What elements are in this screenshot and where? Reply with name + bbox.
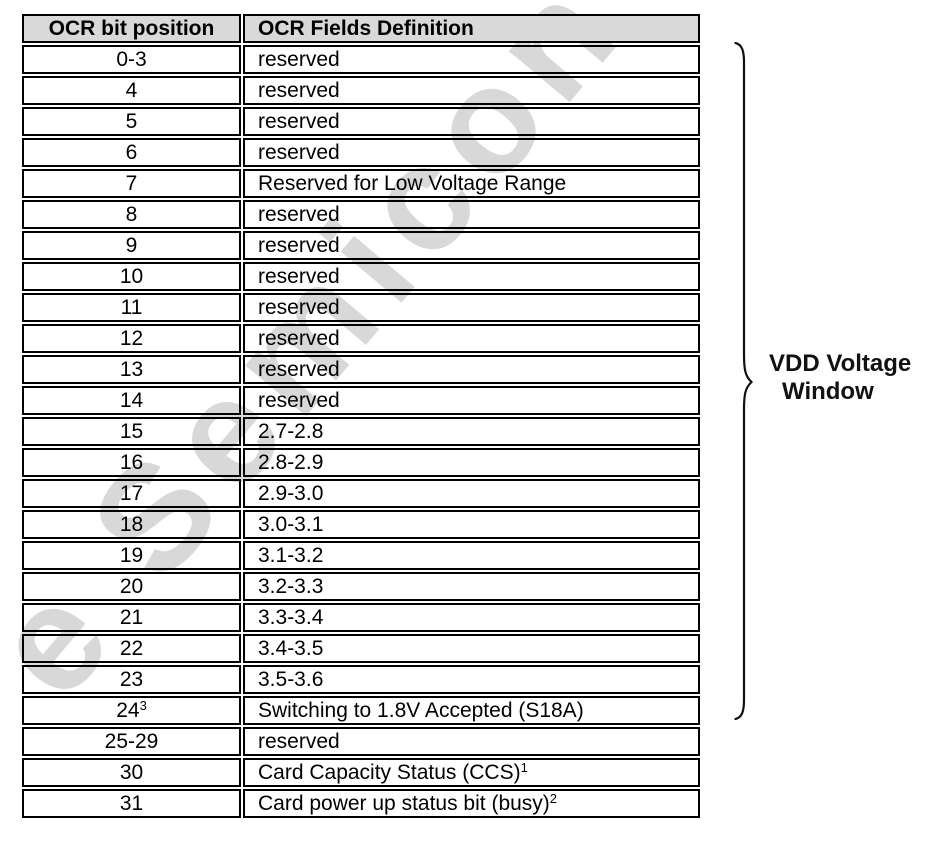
table-row: 8 reserved <box>22 200 700 229</box>
ocr-bit-position-cell: 23 <box>22 665 241 694</box>
ocr-bit-position-cell: 20 <box>22 572 241 601</box>
table-row: 20 3.2-3.3 <box>22 572 700 601</box>
table-row: 16 2.8-2.9 <box>22 448 700 477</box>
ocr-field-definition-cell: 3.0-3.1 <box>243 510 700 539</box>
table-row: 5 reserved <box>22 107 700 136</box>
ocr-bit-position-cell: 9 <box>22 231 241 260</box>
ocr-field-definition-cell: 2.8-2.9 <box>243 448 700 477</box>
ocr-table: OCR bit position OCR Fields Definition 0… <box>20 12 702 820</box>
ocr-bit-position-cell: 7 <box>22 169 241 198</box>
ocr-bit-position-cell: 5 <box>22 107 241 136</box>
ocr-field-definition-cell: Card Capacity Status (CCS)1 <box>243 758 700 787</box>
table-row: 6 reserved <box>22 138 700 167</box>
ocr-field-definition-cell: reserved <box>243 107 700 136</box>
ocr-bit-position-cell: 11 <box>22 293 241 322</box>
table-row: 23 3.5-3.6 <box>22 665 700 694</box>
header-ocr-fields-definition: OCR Fields Definition <box>243 14 700 43</box>
table-row: 19 3.1-3.2 <box>22 541 700 570</box>
ocr-field-definition-cell: reserved <box>243 293 700 322</box>
ocr-table-body: 0-3 reserved 4 reserved 5 reserved 6 reserved 7 R… <box>22 45 700 818</box>
table-row: 11 reserved <box>22 293 700 322</box>
ocr-field-definition-cell: reserved <box>243 355 700 384</box>
ocr-field-definition-cell: Card power up status bit (busy)2 <box>243 789 700 818</box>
ocr-bit-position-cell: 8 <box>22 200 241 229</box>
table-row: 14 reserved <box>22 386 700 415</box>
ocr-field-definition-cell: reserved <box>243 324 700 353</box>
ocr-bit-position-cell: 15 <box>22 417 241 446</box>
ocr-field-definition-cell: 3.1-3.2 <box>243 541 700 570</box>
ocr-bit-position-cell: 14 <box>22 386 241 415</box>
ocr-bit-position-cell: 10 <box>22 262 241 291</box>
ocr-field-definition-cell: reserved <box>243 200 700 229</box>
ocr-field-definition-cell: reserved <box>243 262 700 291</box>
ocr-field-definition-cell: reserved <box>243 231 700 260</box>
table-row: 30 Card Capacity Status (CCS)1 <box>22 758 700 787</box>
vdd-window-label: VDD Voltage Window <box>769 350 911 406</box>
ocr-bit-position-cell: 0-3 <box>22 45 241 74</box>
ocr-bit-position-cell: 21 <box>22 603 241 632</box>
header-row: OCR bit position OCR Fields Definition <box>22 14 700 43</box>
ocr-bit-position-cell: 4 <box>22 76 241 105</box>
ocr-bit-position-cell: 31 <box>22 789 241 818</box>
ocr-field-definition-cell: reserved <box>243 138 700 167</box>
table-row: 18 3.0-3.1 <box>22 510 700 539</box>
ocr-field-definition-cell: 2.9-3.0 <box>243 479 700 508</box>
vdd-window-brace <box>734 42 754 720</box>
ocr-bit-position-cell: 19 <box>22 541 241 570</box>
table-row: 10 reserved <box>22 262 700 291</box>
header-ocr-bit-position: OCR bit position <box>22 14 241 43</box>
ocr-field-definition-cell: 3.5-3.6 <box>243 665 700 694</box>
ocr-bit-position-cell: 22 <box>22 634 241 663</box>
table-row: 12 reserved <box>22 324 700 353</box>
table-row: 243 Switching to 1.8V Accepted (S18A) <box>22 696 700 725</box>
ocr-bit-position-cell: 18 <box>22 510 241 539</box>
table-row: 25-29 reserved <box>22 727 700 756</box>
ocr-field-definition-cell: Reserved for Low Voltage Range <box>243 169 700 198</box>
ocr-bit-position-cell: 13 <box>22 355 241 384</box>
table-row: 17 2.9-3.0 <box>22 479 700 508</box>
table-row: 4 reserved <box>22 76 700 105</box>
ocr-bit-position-cell: 30 <box>22 758 241 787</box>
ocr-bit-position-cell: 25-29 <box>22 727 241 756</box>
ocr-field-definition-cell: Switching to 1.8V Accepted (S18A) <box>243 696 700 725</box>
table-row: 13 reserved <box>22 355 700 384</box>
table-row: 31 Card power up status bit (busy)2 <box>22 789 700 818</box>
vdd-window-label-line2: Window <box>782 378 874 405</box>
ocr-field-definition-cell: 3.4-3.5 <box>243 634 700 663</box>
table-row: 9 reserved <box>22 231 700 260</box>
ocr-bit-position-cell: 6 <box>22 138 241 167</box>
ocr-bit-position-cell: 17 <box>22 479 241 508</box>
ocr-field-definition-cell: 3.2-3.3 <box>243 572 700 601</box>
table-row: 22 3.4-3.5 <box>22 634 700 663</box>
table-row: 0-3 reserved <box>22 45 700 74</box>
table-row: 15 2.7-2.8 <box>22 417 700 446</box>
table-row: 21 3.3-3.4 <box>22 603 700 632</box>
table-row: 7 Reserved for Low Voltage Range <box>22 169 700 198</box>
ocr-field-definition-cell: 2.7-2.8 <box>243 417 700 446</box>
ocr-field-definition-cell: reserved <box>243 45 700 74</box>
ocr-field-definition-cell: 3.3-3.4 <box>243 603 700 632</box>
ocr-field-definition-cell: reserved <box>243 76 700 105</box>
ocr-bit-position-cell: 16 <box>22 448 241 477</box>
ocr-bit-position-cell: 243 <box>22 696 241 725</box>
ocr-field-definition-cell: reserved <box>243 386 700 415</box>
ocr-field-definition-cell: reserved <box>243 727 700 756</box>
ocr-bit-position-cell: 12 <box>22 324 241 353</box>
vdd-window-label-line1: VDD Voltage <box>769 350 912 377</box>
